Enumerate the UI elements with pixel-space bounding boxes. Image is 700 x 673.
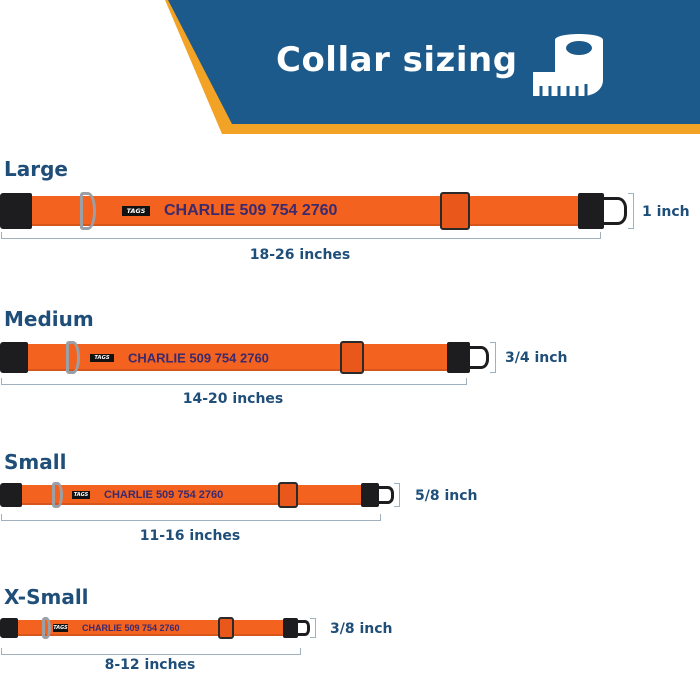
width-label: 1 inch [642,204,690,220]
d-ring-icon [42,617,51,639]
brand-logo: TAGS [122,206,150,216]
width-bracket [310,618,316,638]
collar-image: TAGS CHARLIE 509 754 2760 [0,340,492,375]
width-bracket [490,342,496,373]
buckle-prong-icon [297,620,311,636]
length-bracket [1,514,381,521]
length-bracket [1,232,601,239]
engraved-text: CHARLIE 509 754 2760 [128,350,269,365]
size-label: Small [4,450,67,474]
buckle-male-icon [578,193,605,229]
d-ring-icon [80,191,97,231]
buckle-male-icon [283,618,298,638]
measuring-tape-icon [533,34,603,96]
buckle-female-icon [0,483,22,507]
size-label: X-Small [4,585,89,609]
width-bracket [394,483,400,507]
width-label: 3/8 inch [330,621,393,637]
length-label: 8-12 inches [104,657,196,673]
length-label: 18-26 inches [249,247,351,263]
buckle-male-icon [361,483,379,507]
collar-strap [19,195,598,227]
collar-image: TAGS CHARLIE 509 754 2760 [0,191,630,231]
buckle-prong-icon [469,345,490,370]
d-ring-icon [52,482,63,508]
size-label: Large [4,157,68,181]
buckle-prong-icon [378,485,394,505]
brand-logo: TAGS [72,491,90,499]
brand-logo: TAGS [53,624,68,632]
width-bracket [628,193,634,229]
buckle-female-icon [0,193,33,229]
engraved-text: CHARLIE 509 754 2760 [82,623,180,633]
length-bracket [1,648,301,655]
width-label: 3/4 inch [505,350,568,366]
slider-buckle-icon [440,191,470,231]
width-label: 5/8 inch [415,488,478,504]
d-ring-icon [66,340,80,375]
page-title: Collar sizing [276,40,518,80]
slider-buckle-icon [218,617,234,639]
length-label: 11-16 inches [139,528,241,544]
collar-image: TAGS CHARLIE 509 754 2760 [0,482,396,508]
length-bracket [1,378,467,385]
engraved-text: CHARLIE 509 754 2760 [104,489,224,501]
buckle-male-icon [447,342,470,373]
buckle-female-icon [0,618,18,638]
buckle-prong-icon [604,197,627,225]
collar-image: TAGS CHARLIE 509 754 2760 [0,617,312,639]
slider-buckle-icon [278,482,298,508]
slider-buckle-icon [340,340,364,375]
brand-logo: TAGS [90,353,114,362]
length-label: 14-20 inches [182,391,284,407]
engraved-text: CHARLIE 509 754 2760 [164,202,338,219]
buckle-female-icon [0,342,28,373]
size-label: Medium [4,307,94,331]
